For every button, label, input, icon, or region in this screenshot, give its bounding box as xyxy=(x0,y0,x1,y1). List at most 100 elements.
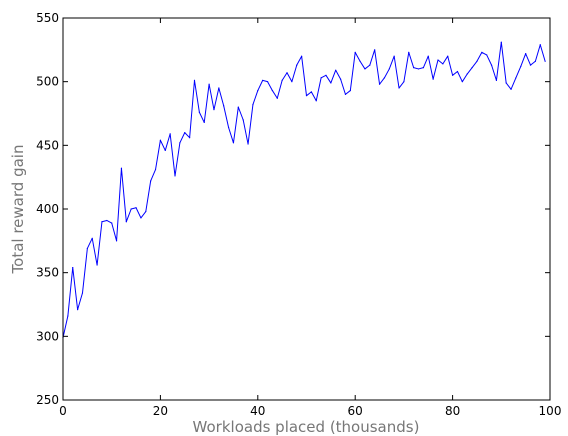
data-point xyxy=(456,70,459,73)
data-point xyxy=(262,79,264,81)
data-point xyxy=(310,91,312,93)
data-point xyxy=(115,240,118,242)
x-axis-ticks: 0 20 40 60 80 100 xyxy=(59,18,561,418)
x-tick-label: 20 xyxy=(153,404,168,418)
x-tick-label: 60 xyxy=(348,404,363,418)
data-point xyxy=(247,143,249,145)
data-point xyxy=(447,55,449,57)
data-point xyxy=(417,68,420,70)
data-point xyxy=(354,51,356,53)
data-point xyxy=(208,83,210,85)
data-point xyxy=(291,81,293,83)
data-point xyxy=(227,126,230,129)
data-point xyxy=(452,74,454,76)
data-point xyxy=(486,54,488,56)
data-point xyxy=(529,64,532,66)
data-point xyxy=(461,81,463,83)
data-point xyxy=(198,111,200,113)
data-point xyxy=(237,106,239,108)
y-tick-label: 550 xyxy=(36,11,59,25)
data-point xyxy=(476,60,478,62)
data-point xyxy=(301,55,303,57)
data-point xyxy=(276,97,278,99)
data-point xyxy=(525,53,527,55)
data-point xyxy=(96,264,98,266)
series-line xyxy=(62,41,546,338)
data-point xyxy=(442,63,444,65)
x-tick-label: 80 xyxy=(445,404,460,418)
data-point xyxy=(398,87,400,89)
y-tick-label: 300 xyxy=(36,329,59,343)
y-tick-label: 400 xyxy=(36,202,59,216)
data-point xyxy=(106,219,108,222)
x-tick-label: 100 xyxy=(539,404,562,418)
data-point xyxy=(335,69,337,71)
data-point xyxy=(374,49,376,51)
series-layer xyxy=(62,41,546,339)
data-point xyxy=(189,137,191,139)
data-point xyxy=(257,89,259,92)
data-point xyxy=(505,82,507,84)
data-point xyxy=(500,41,502,43)
data-point xyxy=(213,109,215,111)
data-point xyxy=(145,210,147,213)
data-point xyxy=(154,168,157,171)
data-point xyxy=(325,74,327,76)
data-point xyxy=(413,67,415,69)
y-tick-label: 350 xyxy=(36,266,59,280)
data-point xyxy=(77,308,79,311)
data-point xyxy=(364,68,366,70)
data-point xyxy=(252,103,254,106)
data-point xyxy=(515,77,517,79)
data-point xyxy=(72,266,74,269)
data-point xyxy=(179,142,181,144)
data-point xyxy=(174,175,176,177)
data-point xyxy=(539,44,541,46)
data-point xyxy=(534,60,536,62)
y-tick-label: 500 xyxy=(36,75,59,89)
data-point xyxy=(169,133,171,135)
data-point xyxy=(315,100,317,102)
data-point xyxy=(140,217,142,219)
y-axis-ticks: 250 300 350 400 450 500 550 xyxy=(36,11,550,407)
data-point xyxy=(305,95,308,97)
data-point xyxy=(159,139,161,141)
data-point xyxy=(495,79,498,81)
data-point xyxy=(232,142,235,144)
data-point xyxy=(320,77,322,79)
data-point xyxy=(466,73,468,75)
data-point xyxy=(432,78,434,80)
y-tick-label: 250 xyxy=(36,393,59,407)
data-point xyxy=(164,149,166,152)
data-point xyxy=(242,119,244,121)
data-point xyxy=(490,64,493,66)
data-point xyxy=(86,247,88,250)
data-point xyxy=(349,89,351,92)
data-point xyxy=(330,82,332,84)
y-tick-label: 450 xyxy=(36,138,59,152)
data-point xyxy=(471,67,473,69)
data-point xyxy=(344,93,347,95)
data-point xyxy=(130,208,132,210)
data-point xyxy=(378,83,381,85)
data-point xyxy=(67,315,69,317)
data-point xyxy=(520,65,522,67)
data-point xyxy=(81,292,84,294)
x-axis-title: Workloads placed (thousands) xyxy=(193,418,420,436)
data-point xyxy=(369,64,371,66)
x-tick-label: 0 xyxy=(59,404,67,418)
data-point xyxy=(281,79,283,81)
data-point xyxy=(359,60,361,62)
data-point xyxy=(544,60,546,62)
x-tick-label: 40 xyxy=(250,404,265,418)
data-point xyxy=(510,88,512,90)
data-point xyxy=(271,89,274,92)
y-axis-title: Total reward gain xyxy=(9,145,27,275)
data-point xyxy=(101,221,103,223)
data-point xyxy=(403,81,405,83)
data-point xyxy=(422,67,424,69)
data-point xyxy=(120,167,123,169)
data-point xyxy=(296,64,298,66)
data-point xyxy=(125,221,127,223)
